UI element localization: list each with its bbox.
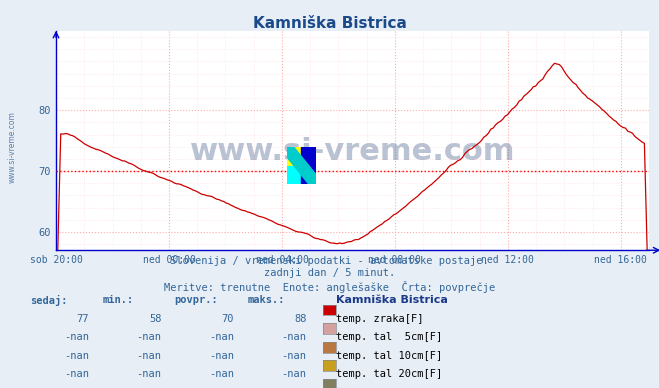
Text: Meritve: trenutne  Enote: anglešaške  Črta: povprečje: Meritve: trenutne Enote: anglešaške Črta…: [164, 281, 495, 293]
Text: www.si-vreme.com: www.si-vreme.com: [8, 111, 17, 184]
Text: Kamniška Bistrica: Kamniška Bistrica: [252, 16, 407, 31]
Text: 88: 88: [294, 314, 306, 324]
Text: 77: 77: [76, 314, 89, 324]
Polygon shape: [287, 147, 316, 184]
Text: -nan: -nan: [281, 332, 306, 342]
Text: sedaj:: sedaj:: [30, 295, 67, 306]
Bar: [287, 147, 302, 166]
Text: -nan: -nan: [64, 369, 89, 379]
Text: -nan: -nan: [281, 369, 306, 379]
Text: 70: 70: [221, 314, 234, 324]
Text: -nan: -nan: [209, 332, 234, 342]
Bar: [287, 166, 302, 184]
Text: temp. tal 10cm[F]: temp. tal 10cm[F]: [336, 351, 442, 361]
Text: min.:: min.:: [102, 295, 133, 305]
Text: 58: 58: [149, 314, 161, 324]
Text: temp. tal 20cm[F]: temp. tal 20cm[F]: [336, 369, 442, 379]
Text: www.si-vreme.com: www.si-vreme.com: [190, 137, 515, 166]
Text: temp. zraka[F]: temp. zraka[F]: [336, 314, 424, 324]
Text: -nan: -nan: [64, 351, 89, 361]
Text: -nan: -nan: [281, 351, 306, 361]
Text: -nan: -nan: [64, 332, 89, 342]
Text: maks.:: maks.:: [247, 295, 285, 305]
Text: -nan: -nan: [136, 351, 161, 361]
Text: Kamniška Bistrica: Kamniška Bistrica: [336, 295, 448, 305]
Bar: [302, 147, 316, 184]
Text: -nan: -nan: [136, 332, 161, 342]
Text: zadnji dan / 5 minut.: zadnji dan / 5 minut.: [264, 268, 395, 279]
Text: povpr.:: povpr.:: [175, 295, 218, 305]
Text: -nan: -nan: [136, 369, 161, 379]
Text: -nan: -nan: [209, 351, 234, 361]
Text: Slovenija / vremenski podatki - avtomatske postaje.: Slovenija / vremenski podatki - avtomats…: [170, 256, 489, 266]
Text: temp. tal  5cm[F]: temp. tal 5cm[F]: [336, 332, 442, 342]
Text: -nan: -nan: [209, 369, 234, 379]
